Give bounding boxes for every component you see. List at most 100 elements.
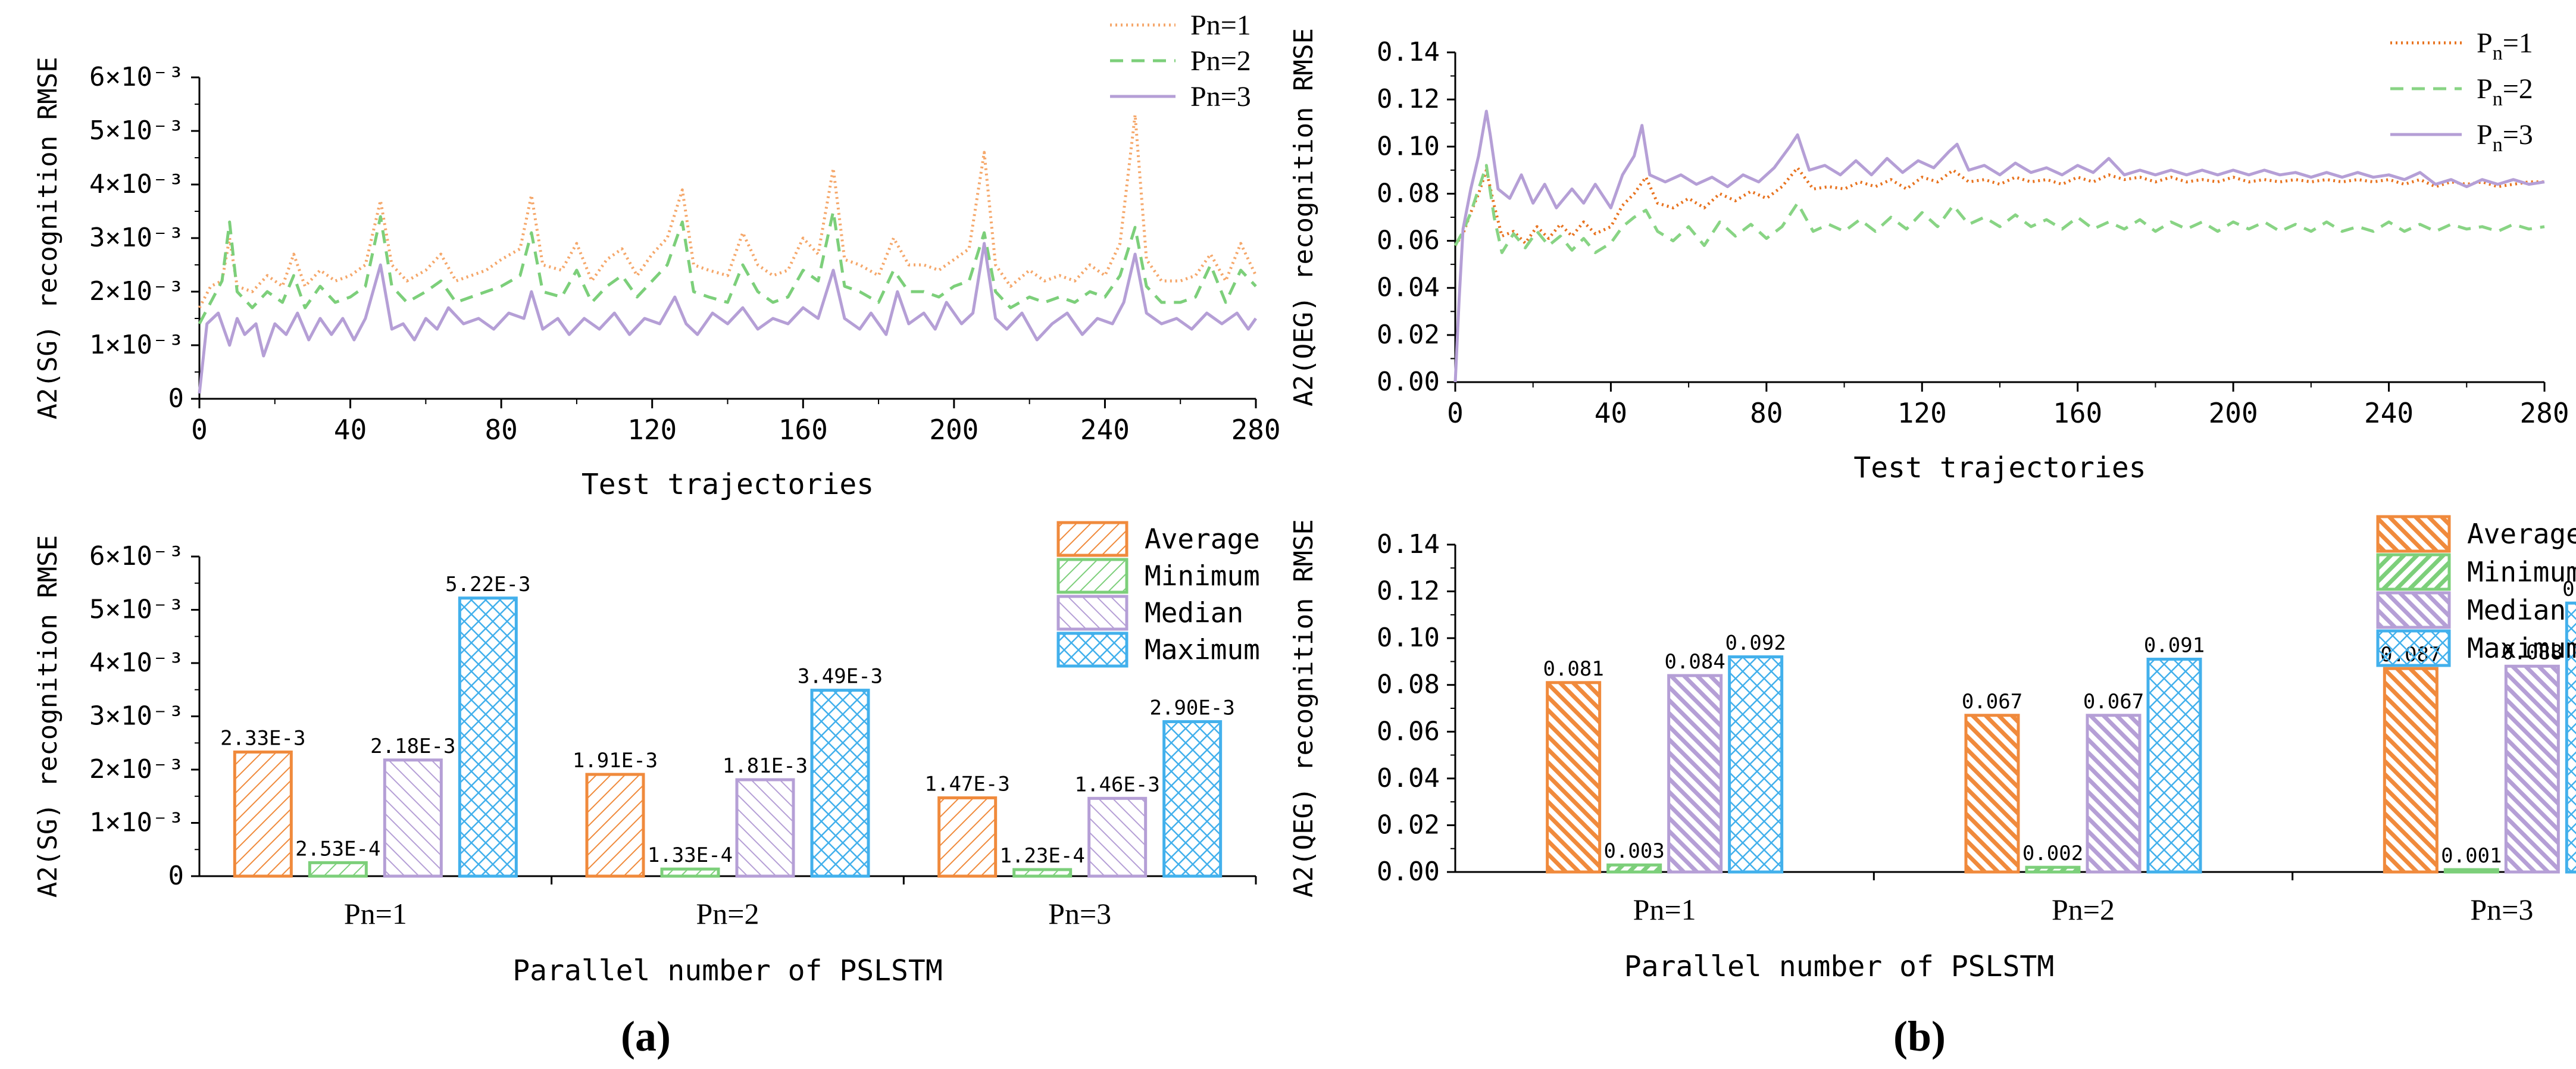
y-tick-label: 1×10⁻³ bbox=[89, 330, 184, 360]
legend-swatch bbox=[1056, 595, 1128, 631]
y-tick-label: 2×10⁻³ bbox=[89, 276, 184, 307]
x-tick-label: 40 bbox=[1595, 397, 1627, 429]
y-tick-label: 1×10⁻³ bbox=[89, 808, 184, 838]
y-tick-label: 0.08 bbox=[1377, 178, 1440, 208]
y-tick-label: 6×10⁻³ bbox=[89, 62, 184, 92]
bar-median-pn3 bbox=[2504, 664, 2560, 874]
bar-average-pn2 bbox=[1964, 714, 2020, 874]
bar-value-label: 2.53E-4 bbox=[295, 837, 380, 861]
caption-a: (a) bbox=[621, 1012, 671, 1060]
chart-a-top-line: 0 1×10⁻³ 2×10⁻³ 3×10⁻³ 4×10⁻³ 5×10⁻³ 6×10⁻³ A2(… bbox=[33, 10, 1281, 501]
bar-value-label: 1.47E-3 bbox=[925, 772, 1010, 796]
y-tick-label: 2×10⁻³ bbox=[89, 754, 184, 784]
bar-minimum-pn1 bbox=[308, 861, 368, 878]
legend-swatch bbox=[1056, 632, 1128, 668]
chart-b-bottom-bar: 0.00 0.02 0.04 0.06 0.08 0.10 0.12 0.14 A2(QEG) … bbox=[1289, 515, 2576, 983]
x-tick-label: 160 bbox=[2053, 397, 2102, 429]
chart-b-top-line: 0.00 0.02 0.04 0.06 0.08 0.10 0.12 0.14 A2(QEG) … bbox=[1289, 27, 2569, 485]
bar-median-pn3 bbox=[1087, 796, 1148, 878]
x-tick-label: 280 bbox=[2519, 397, 2569, 429]
x-category-label: Pn=3 bbox=[1048, 897, 1111, 930]
y-tick-label: 0 bbox=[168, 383, 185, 414]
bar-value-label: 0.115 bbox=[2562, 577, 2576, 601]
y-tick-label: 4×10⁻³ bbox=[89, 648, 184, 678]
bar-maximum-pn1 bbox=[1728, 655, 1784, 874]
bar-minimum-pn2 bbox=[660, 867, 720, 878]
y-tick-label: 0.00 bbox=[1377, 367, 1440, 397]
bar-value-label: 0.067 bbox=[2083, 690, 2144, 714]
bar-value-label: 1.81E-3 bbox=[723, 754, 808, 778]
legend-label: Minimum bbox=[1145, 560, 1260, 592]
series-line-p-1 bbox=[1453, 166, 2544, 246]
y-tick-label: 0.00 bbox=[1377, 857, 1440, 887]
bar-value-label: 3.49E-3 bbox=[798, 665, 883, 689]
legend-swatch bbox=[2376, 553, 2451, 591]
caption-b: (b) bbox=[1893, 1012, 1946, 1060]
legend-label-base: P bbox=[2477, 73, 2493, 105]
y-tick-label: 0.14 bbox=[1377, 37, 1440, 67]
bar-maximum-pn2 bbox=[2146, 658, 2202, 874]
y-tick-label: 0.10 bbox=[1377, 131, 1440, 161]
y-tick-label: 0.04 bbox=[1377, 273, 1440, 303]
legend-label: Median bbox=[1145, 597, 1243, 629]
legend-swatch bbox=[1056, 558, 1128, 594]
series-line-pn-3 bbox=[198, 242, 1258, 394]
legend-label-sub: n bbox=[2493, 88, 2503, 110]
bar-maximum-pn1 bbox=[458, 596, 518, 878]
bar-value-label: 1.33E-4 bbox=[648, 843, 733, 867]
bar-value-label: 0.092 bbox=[1725, 632, 1786, 655]
legend-label: Maximum bbox=[1145, 634, 1260, 666]
y-tick-label: 3×10⁻³ bbox=[89, 223, 184, 253]
series-line-pn-1 bbox=[198, 113, 1258, 309]
x-tick-label: 0 bbox=[1447, 397, 1464, 429]
y-tick-label: 0.10 bbox=[1377, 623, 1440, 653]
y-tick-label: 4×10⁻³ bbox=[89, 169, 184, 199]
y-tick-label: 5×10⁻³ bbox=[89, 595, 184, 625]
legend-label: Pn=2 bbox=[2477, 73, 2533, 110]
legend-label-base: P bbox=[2477, 119, 2493, 151]
legend-label: Minimum bbox=[2467, 556, 2576, 588]
bar-median-pn1 bbox=[383, 758, 443, 878]
legend-label-suffix: =1 bbox=[2503, 27, 2533, 59]
x-tick-label: 120 bbox=[1897, 397, 1947, 429]
x-tick-label: 80 bbox=[484, 414, 517, 446]
chart-a-bottom-bar: 0 1×10⁻³ 2×10⁻³ 3×10⁻³ 4×10⁻³ 5×10⁻³ 6×10⁻³ A2(… bbox=[33, 521, 1260, 987]
bar-minimum-pn3 bbox=[1012, 868, 1073, 878]
legend-label-base: Pn=1 bbox=[1190, 10, 1251, 41]
legend-swatch bbox=[2376, 629, 2451, 667]
x-category-label: Pn=1 bbox=[1633, 893, 1696, 926]
y-tick-label: 0.08 bbox=[1377, 670, 1440, 700]
bar-value-label: 0.001 bbox=[2441, 844, 2502, 868]
x-category-label: Pn=2 bbox=[2052, 893, 2115, 926]
y-tick-label: 0.02 bbox=[1377, 809, 1440, 840]
bar-value-label: 0.002 bbox=[2022, 842, 2083, 865]
x-axis-title: Parallel number of PSLSTM bbox=[1624, 950, 2054, 983]
bar-value-label: 0.081 bbox=[1543, 657, 1603, 681]
bar-value-label: 1.91E-3 bbox=[573, 749, 658, 773]
legend-label-sub: n bbox=[2493, 134, 2503, 156]
bar-average-pn3 bbox=[937, 796, 998, 878]
y-tick-label: 5×10⁻³ bbox=[89, 115, 184, 146]
x-axis-title: Parallel number of PSLSTM bbox=[512, 954, 942, 987]
bar-maximum-pn3 bbox=[1162, 720, 1223, 878]
x-tick-label: 40 bbox=[334, 414, 367, 446]
x-tick-label: 200 bbox=[929, 414, 978, 446]
y-tick-label: 0.12 bbox=[1377, 576, 1440, 607]
bar-average-pn1 bbox=[233, 750, 293, 878]
bar-minimum-pn2 bbox=[2025, 865, 2081, 874]
bar-maximum-pn2 bbox=[810, 689, 870, 878]
x-axis-title: Test trajectories bbox=[582, 468, 874, 501]
legend-label: Pn=3 bbox=[1190, 81, 1251, 112]
bar-median-pn1 bbox=[1667, 674, 1723, 874]
bar-value-label: 1.23E-4 bbox=[1000, 844, 1085, 868]
legend-label: Pn=2 bbox=[1190, 45, 1251, 77]
y-axis-title: A2(QEG) recognition RMSE bbox=[1289, 519, 1319, 898]
bar-value-label: 1.46E-3 bbox=[1075, 773, 1160, 796]
y-axis-title: A2(SG) recognition RMSE bbox=[33, 57, 63, 419]
x-tick-label: 240 bbox=[2364, 397, 2414, 429]
legend-label-sub: n bbox=[2493, 42, 2503, 64]
y-tick-label: 0.14 bbox=[1377, 529, 1440, 559]
bar-average-pn1 bbox=[1546, 681, 1602, 874]
x-tick-label: 200 bbox=[2209, 397, 2258, 429]
legend-label-base: Pn=2 bbox=[1190, 45, 1251, 77]
